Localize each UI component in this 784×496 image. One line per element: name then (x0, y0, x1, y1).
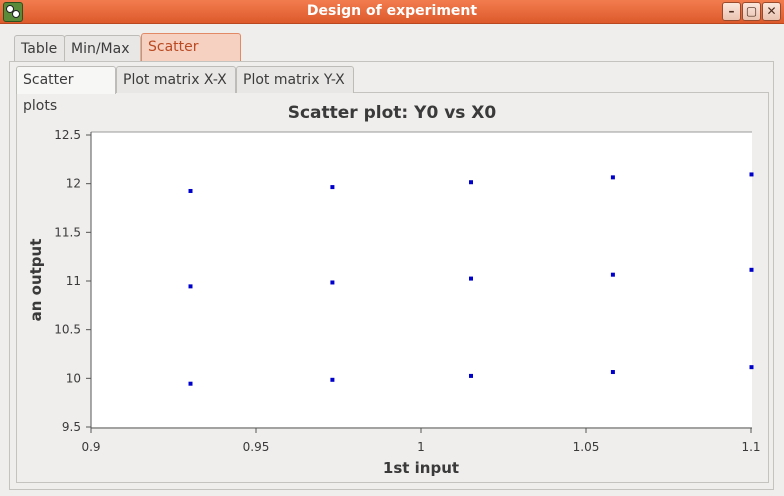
scatter-point (469, 373, 473, 378)
y-ticks: 9.5 10 10.5 11 11.5 12 12.5 (54, 128, 91, 434)
scatter-point (188, 188, 193, 193)
y-tick-label: 11 (66, 274, 81, 288)
scatter-point (749, 365, 754, 370)
tab-table[interactable]: Table (14, 35, 65, 61)
scatter-point (330, 280, 335, 285)
chart-title: Scatter plot: Y0 vs X0 (287, 103, 497, 123)
y-tick-label: 9.5 (62, 420, 81, 434)
window-title: Design of experiment (306, 3, 478, 19)
y-tick-label: 11.5 (54, 225, 81, 239)
y-axis-label: an output (27, 239, 45, 322)
scatter-point (469, 276, 473, 281)
y-tick-label: 12 (66, 177, 81, 191)
window-titlebar[interactable]: Design of experiment – ▢ ✕ (0, 0, 784, 24)
x-tick-label: 0.95 (243, 440, 270, 454)
scatter-point (749, 172, 754, 177)
scatter-point (610, 370, 615, 375)
plot-area (91, 132, 752, 427)
maximize-button[interactable]: ▢ (742, 2, 761, 21)
scatter-point (749, 267, 754, 272)
scatter-point (188, 381, 193, 386)
scatter-point (188, 284, 193, 289)
subtab-scatter-plots[interactable]: Scatter plots (16, 66, 116, 114)
x-tick-label: 1 (417, 440, 425, 454)
x-tick-label: 0.9 (81, 440, 100, 454)
y-tick-label: 10.5 (54, 323, 81, 337)
scatter-point (330, 185, 335, 190)
x-tick-label: 1.05 (573, 440, 600, 454)
x-tick-label: 1.1 (741, 440, 760, 454)
scatter-point (330, 377, 335, 382)
scatter-point (610, 272, 615, 277)
subtab-plot-matrix-x-x[interactable]: Plot matrix X-X (116, 66, 236, 93)
app-icon (3, 2, 23, 22)
y-tick-label: 12.5 (54, 128, 81, 142)
y-tick-label: 10 (66, 371, 81, 385)
x-axis-label: 1st input (383, 459, 459, 477)
subtab-plot-matrix-y-x[interactable]: Plot matrix Y-X (236, 66, 354, 93)
tab-scatter-plots[interactable]: Scatter plots (141, 33, 241, 81)
minimize-button[interactable]: – (722, 2, 741, 21)
scatter-point (610, 175, 615, 180)
tab-min-max[interactable]: Min/Max (64, 35, 141, 61)
scatter-point (469, 180, 473, 185)
close-button[interactable]: ✕ (762, 2, 781, 21)
x-ticks: 0.9 0.95 1 1.05 1.1 (81, 428, 761, 454)
data-points (188, 172, 754, 386)
